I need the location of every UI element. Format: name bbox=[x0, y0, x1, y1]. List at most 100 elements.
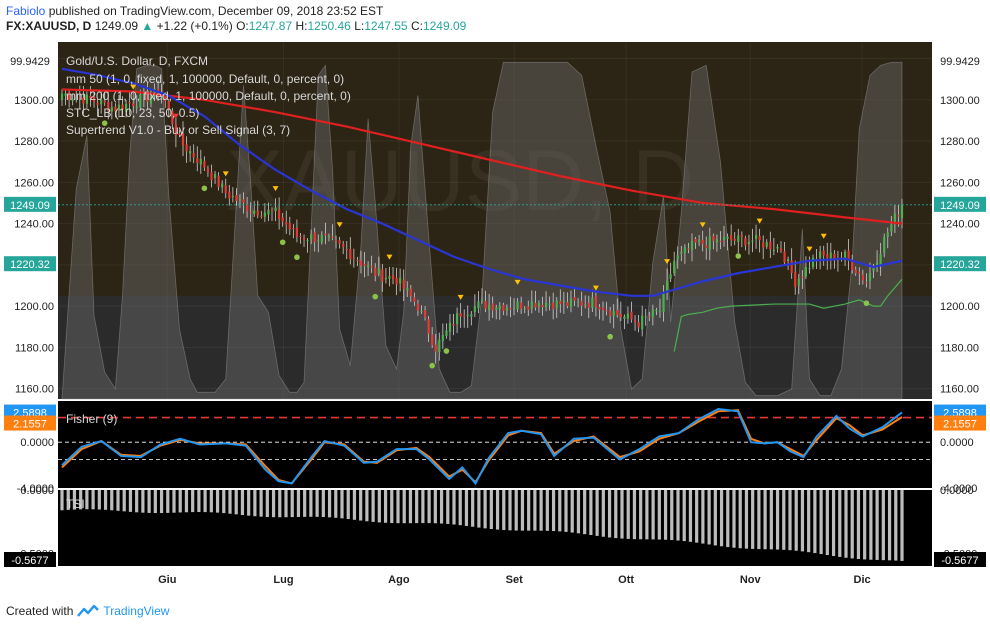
candle bbox=[822, 245, 825, 266]
level-badge-right: 1220.32 bbox=[934, 256, 986, 272]
tsi-badge-left: -0.5677 bbox=[4, 552, 56, 567]
candle-body bbox=[601, 307, 605, 311]
legend-stc[interactable]: STC_LB (10, 23, 50, 0.5) bbox=[66, 106, 199, 120]
price-change: +1.22 (+0.1%) bbox=[156, 19, 233, 33]
tsi-bar bbox=[296, 490, 301, 517]
candle bbox=[541, 296, 544, 316]
candle bbox=[466, 305, 469, 328]
candle bbox=[260, 210, 263, 219]
candle bbox=[722, 225, 726, 247]
candle bbox=[459, 303, 462, 328]
tsi-bar bbox=[651, 490, 655, 540]
candle bbox=[498, 302, 501, 320]
candle bbox=[342, 240, 345, 255]
candle-body bbox=[694, 238, 697, 243]
tsi-bar bbox=[191, 490, 195, 513]
fisher-tick-label: 0.0000 bbox=[940, 437, 974, 449]
candle-body bbox=[285, 222, 288, 225]
stc-oversold-zone bbox=[58, 296, 932, 399]
right-price-axis[interactable]: 1160.001180.001200.001220.001240.001260.… bbox=[940, 54, 980, 561]
candle-body bbox=[327, 235, 331, 238]
candle-body bbox=[132, 103, 135, 107]
candle bbox=[238, 194, 242, 209]
candle bbox=[92, 91, 96, 108]
candle bbox=[701, 230, 704, 252]
tsi-bar bbox=[576, 490, 581, 534]
candle-body bbox=[345, 248, 348, 250]
candle bbox=[267, 202, 270, 222]
tsi-bar bbox=[259, 490, 263, 517]
candle-body bbox=[865, 282, 868, 284]
candle bbox=[242, 192, 245, 214]
candle-body bbox=[185, 144, 188, 152]
candle-body bbox=[384, 277, 387, 280]
tsi-badge-right: -0.5677 bbox=[934, 552, 986, 567]
tsi-bar bbox=[228, 490, 232, 514]
time-axis[interactable]: Giu Lug Ago Set Ott Nov Dic bbox=[158, 574, 871, 586]
candle bbox=[495, 304, 498, 320]
tsi-bar bbox=[570, 490, 574, 533]
candle bbox=[861, 269, 864, 285]
candle bbox=[71, 93, 74, 106]
tsi-bar bbox=[564, 490, 568, 532]
candle-body bbox=[228, 191, 231, 199]
candle-body bbox=[851, 261, 854, 271]
candle bbox=[452, 313, 455, 336]
x-tick-label: Ott bbox=[618, 574, 634, 586]
tradingview-link[interactable]: TradingView bbox=[103, 604, 170, 618]
trigger-badge-left-bg bbox=[4, 415, 56, 431]
candle-body bbox=[868, 272, 872, 282]
sell-signal-marker bbox=[820, 233, 827, 239]
tsi-bar bbox=[831, 490, 836, 557]
ohlc-line: FX:XAUUSD, D 1249.09 ▲ +1.22 (+0.1%) O:1… bbox=[6, 19, 466, 34]
tsi-bar bbox=[110, 490, 114, 511]
sell-signal-marker bbox=[172, 113, 179, 119]
candle bbox=[427, 316, 430, 342]
candle bbox=[719, 231, 722, 250]
tsi-bar bbox=[856, 490, 861, 560]
open-value: 1247.87 bbox=[248, 19, 293, 33]
left-price-axis[interactable]: 1160.001180.001200.001220.001240.001260.… bbox=[14, 54, 54, 561]
author-link[interactable]: Fabiolo bbox=[6, 4, 46, 18]
tsi-bar bbox=[85, 490, 89, 510]
tsi-bar bbox=[645, 490, 649, 540]
legend-supertrend[interactable]: Supertrend V1.0 - Buy or Sell Signal (3,… bbox=[66, 123, 290, 137]
candle-body bbox=[96, 102, 99, 105]
candle-body bbox=[633, 320, 637, 323]
candle bbox=[388, 266, 391, 287]
created-with-label: Created with bbox=[6, 604, 74, 618]
candle-body bbox=[488, 304, 491, 311]
stc-top-badge-right-text: 99.9429 bbox=[940, 56, 980, 68]
candle bbox=[552, 292, 555, 320]
candle-body bbox=[829, 252, 832, 260]
candle bbox=[779, 241, 783, 253]
legend-ma200[interactable]: mm 200 (1, 0, fixed, 1, 100000, Default,… bbox=[66, 89, 351, 103]
candle-body bbox=[605, 310, 608, 312]
candle bbox=[64, 90, 67, 106]
candle-body bbox=[313, 232, 316, 243]
tsi-bar bbox=[222, 490, 226, 514]
candle bbox=[591, 289, 594, 313]
candle-body bbox=[317, 240, 320, 242]
candle-body bbox=[662, 292, 665, 313]
candle-body bbox=[114, 106, 117, 112]
candle-body bbox=[790, 260, 793, 273]
legend-ma50[interactable]: mm 50 (1, 0, fixed, 1, 100000, Default, … bbox=[66, 72, 344, 86]
candle-body bbox=[395, 277, 398, 285]
candle-body bbox=[206, 168, 210, 173]
candle bbox=[302, 234, 306, 247]
candle bbox=[712, 233, 715, 250]
candle-body bbox=[242, 199, 245, 203]
candle-body bbox=[573, 296, 576, 301]
candle bbox=[345, 240, 348, 260]
tsi-bar bbox=[607, 490, 612, 538]
candle bbox=[715, 234, 719, 252]
candle bbox=[754, 224, 758, 249]
tsi-bar bbox=[464, 490, 469, 526]
candle bbox=[470, 311, 473, 326]
tsi-bar bbox=[103, 490, 108, 510]
candle-body bbox=[861, 274, 864, 281]
candle-body bbox=[146, 91, 149, 102]
sell-signal-marker bbox=[336, 222, 343, 228]
